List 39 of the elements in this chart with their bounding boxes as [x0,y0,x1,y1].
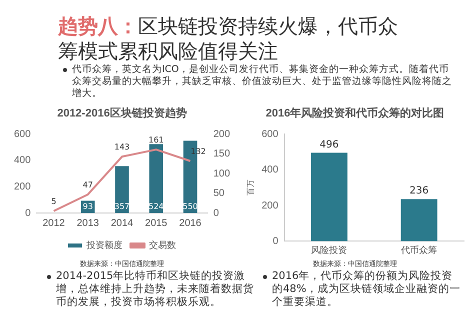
y-tick-label: 0 [272,236,279,247]
bar [115,166,129,213]
data-label: 496 [320,139,339,150]
y-tick-label: 400 [14,155,32,166]
y-tick-label: 600 [262,128,279,140]
y-tick-label: 600 [14,128,32,140]
data-label: 5 [51,197,56,206]
y2-tick-label: 150 [213,148,230,160]
y-tick-label: 400 [262,164,279,176]
y-axis-title: 百万 [246,180,256,196]
y-tick-label: 200 [14,181,32,192]
data-label: 93 [82,202,93,212]
x-tick-label: 2014 [110,218,134,229]
text: 趋势八：区块链投资持续火爆，代币众筹模式累积风险值得关注 [58,14,399,64]
data-label: 161 [148,136,164,145]
y-tick-label: 200 [262,200,279,212]
text: 2016年，代币众筹的份额为风险投资的48%，成为区块链领域企业融资的一个重要渠道。 [272,270,462,309]
data-label: 357 [114,202,130,212]
legend-label: 交易数 [149,240,176,250]
x-tick-label: 2016 [179,218,202,229]
data-label: 47 [82,180,93,190]
text: 2014-2015年比特币和区块链的投资激增，总体维持上升趋势，未来随着数据货币的发展，投资市场将积极乐观。 [56,270,254,309]
x-tick-label: 2015 [145,218,168,229]
y2-tick-label: 100 [213,168,230,180]
x-tick-label: 2012 [42,218,66,229]
chart-title: 2012-2016区块链投资趋势 [57,106,187,120]
y2-tick-label: 0 [213,208,220,219]
bar [149,144,164,213]
legend-label: 投资额度 [86,240,122,250]
x-tick-label: 2013 [76,218,100,229]
y-tick-label: 0 [25,208,32,219]
chart-title: 2016年风险投资和代币众筹的对比图 [266,106,444,120]
y2-tick-label: 200 [213,128,230,140]
data-label: 143 [114,142,130,152]
x-tick-label: 风险投资 [311,245,348,256]
text: 代币众筹，英文名为ICO，是创业公司发行代币、募集资金的一种众筹方式。随着代币众筹交易量的大幅攀升，其缺乏审核、价值波动巨大、处于监管边缘等隐性风险将随之增大。 [72,64,453,100]
y2-tick-label: 50 [213,188,225,200]
x-tick-label: 代币众筹 [400,245,438,256]
data-label: 236 [410,186,429,197]
